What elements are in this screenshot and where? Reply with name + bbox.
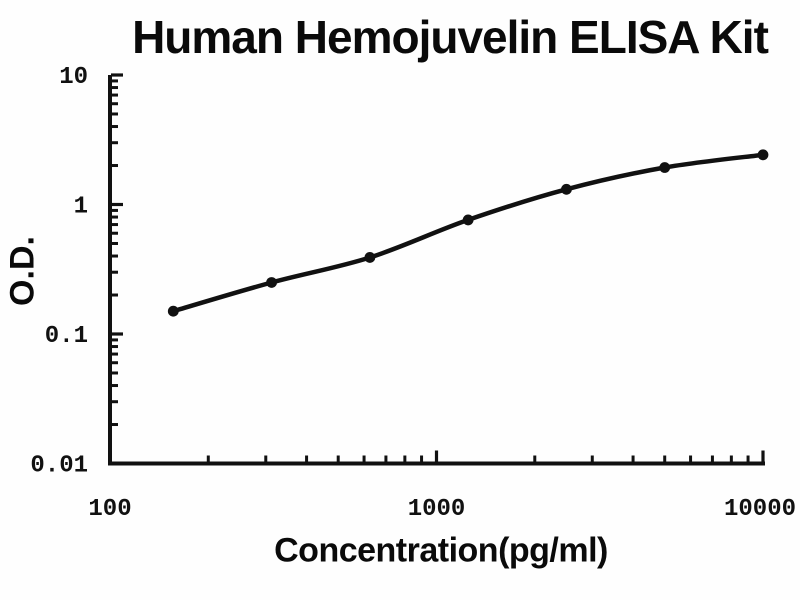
x-tick-label: 100 [88,496,131,523]
data-point [462,214,474,226]
standard-curve-line [171,152,766,314]
chart-title: Human Hemojuvelin ELISA Kit [132,11,769,63]
x-axis-title: Concentration(pg/ml) [274,531,608,570]
y-tick-label: 1 [74,194,88,221]
data-point [266,277,277,288]
data-point [167,305,179,317]
x-tick-label: 1000 [408,496,466,523]
y-tick-label: 10 [59,64,88,91]
y-tick-label: 0.1 [45,323,88,350]
data-point [757,149,769,161]
data-point [561,183,572,195]
x-tick-label: 10000 [724,496,796,523]
data-point [364,252,376,263]
y-tick-label: 0.01 [30,453,88,480]
data-point [659,162,671,173]
